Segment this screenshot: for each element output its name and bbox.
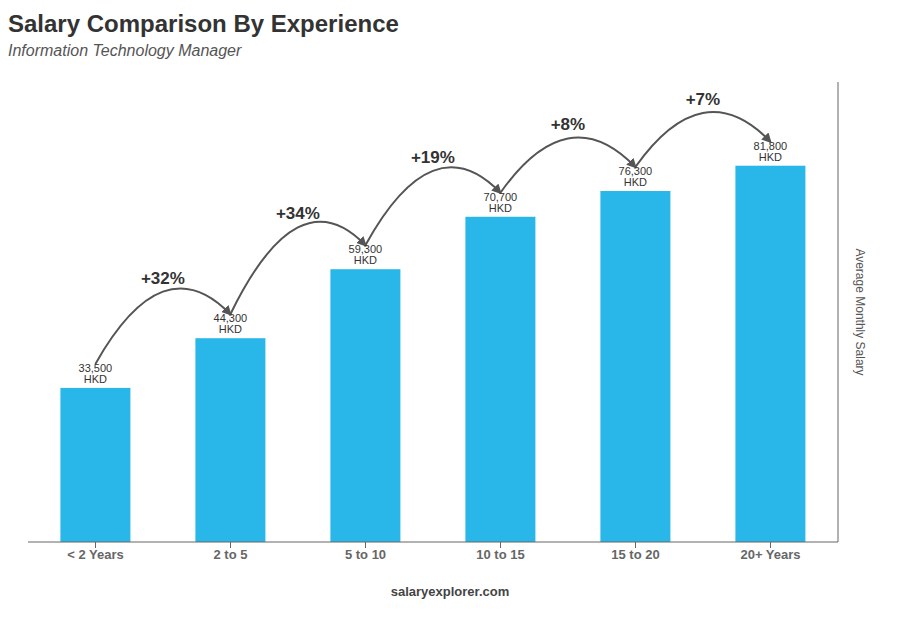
svg-text:44,300HKD: 44,300HKD — [214, 312, 248, 335]
svg-text:+7%: +7% — [686, 90, 721, 109]
svg-text:+34%: +34% — [276, 204, 320, 223]
svg-text:10 to 15: 10 to 15 — [476, 547, 524, 562]
svg-text:20+ Years: 20+ Years — [740, 547, 800, 562]
svg-text:5 to 10: 5 to 10 — [345, 547, 386, 562]
svg-text:+19%: +19% — [411, 148, 455, 167]
html-text:Salary Comparison By Experienc: Salary Comparison By Experience — [8, 10, 399, 37]
svg-text:+8%: +8% — [551, 115, 586, 134]
svg-text:15 to 20: 15 to 20 — [611, 547, 659, 562]
svg-text:76,300HKD: 76,300HKD — [619, 165, 653, 188]
svg-text:81,800HKD: 81,800HKD — [754, 140, 788, 163]
html-text:Information Technology Manager: Information Technology Manager — [8, 42, 242, 59]
svg-text:70,700HKD: 70,700HKD — [484, 191, 518, 214]
svg-text:+32%: +32% — [141, 269, 185, 288]
svg-text:2 to 5: 2 to 5 — [214, 547, 248, 562]
html-text:salary explorer.com: salary explorer.com — [390, 584, 510, 599]
svg-text:59,300HKD: 59,300HKD — [349, 243, 383, 266]
svg-text:Average Monthly Salary: Average Monthly Salary — [853, 248, 867, 375]
svg-text:33,500HKD: 33,500HKD — [79, 362, 113, 385]
svg-text:< 2 Years: < 2 Years — [67, 547, 124, 562]
